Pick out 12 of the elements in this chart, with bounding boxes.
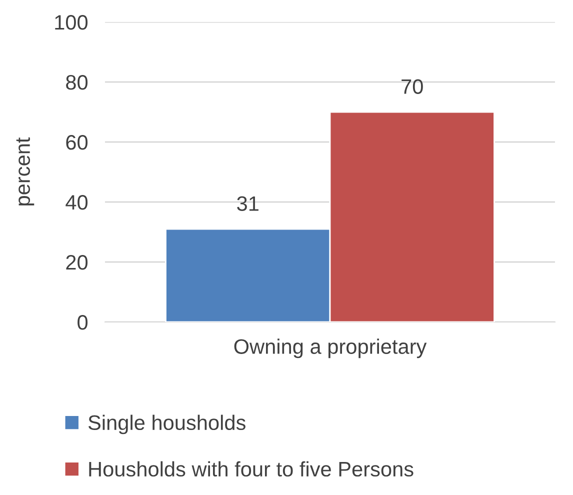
y-tick-label: 40 (66, 195, 88, 210)
data-label: 31 (237, 196, 258, 211)
data-label: 70 (402, 79, 423, 94)
y-tick-label: 60 (66, 135, 88, 150)
x-tick-label: Owning a proprietary (234, 338, 427, 358)
y-tick-label: 20 (66, 255, 88, 270)
y-tick-label: 100 (55, 15, 88, 30)
legend-label: Single housholds (88, 414, 246, 434)
legend-label: Housholds with four to five Persons (89, 461, 414, 477)
y-tick-label: 80 (66, 75, 88, 90)
y-tick-label: 0 (78, 315, 88, 330)
y-axis-title: percent (16, 137, 34, 206)
